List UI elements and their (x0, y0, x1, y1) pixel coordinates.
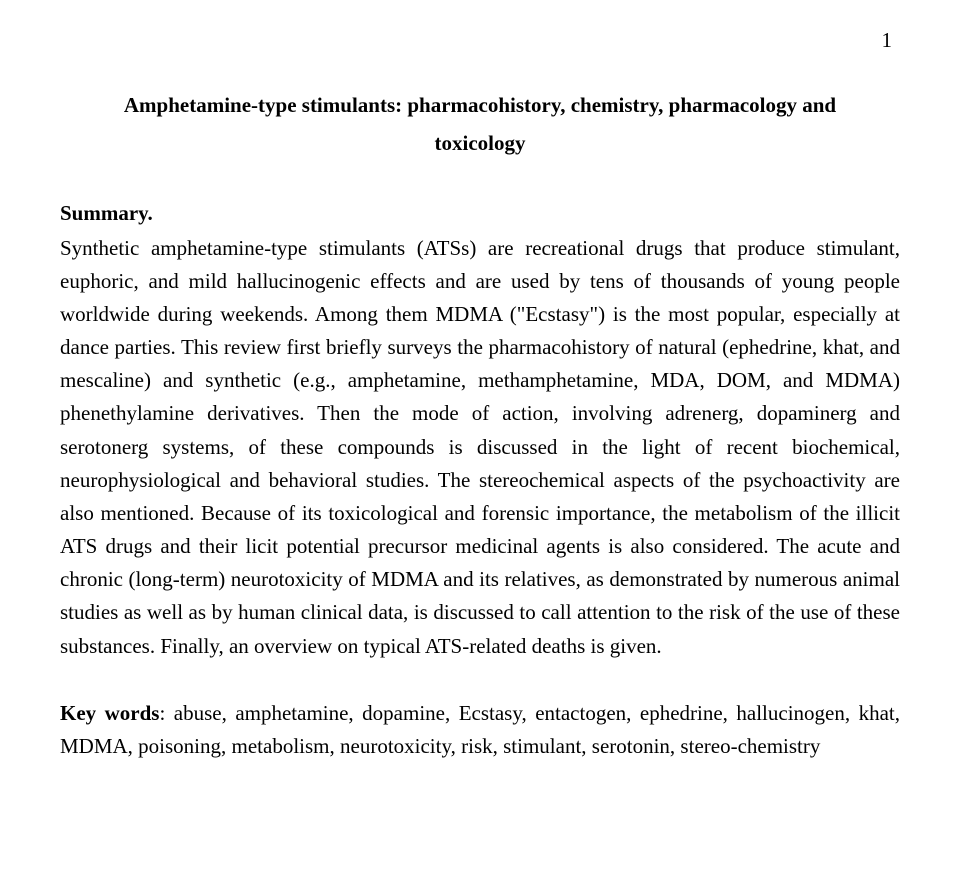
keywords-label: Key words (60, 701, 159, 725)
document-page: 1 Amphetamine-type stimulants: pharmacoh… (0, 0, 960, 803)
summary-heading: Summary. (60, 201, 900, 226)
document-title: Amphetamine-type stimulants: pharmacohis… (60, 87, 900, 163)
title-line-2: toxicology (60, 125, 900, 163)
title-line-1: Amphetamine-type stimulants: pharmacohis… (60, 87, 900, 125)
page-number: 1 (60, 28, 900, 53)
summary-body: Synthetic amphetamine-type stimulants (A… (60, 232, 900, 663)
keywords-section: Key words: abuse, amphetamine, dopamine,… (60, 697, 900, 763)
keywords-text: : abuse, amphetamine, dopamine, Ecstasy,… (60, 701, 900, 758)
